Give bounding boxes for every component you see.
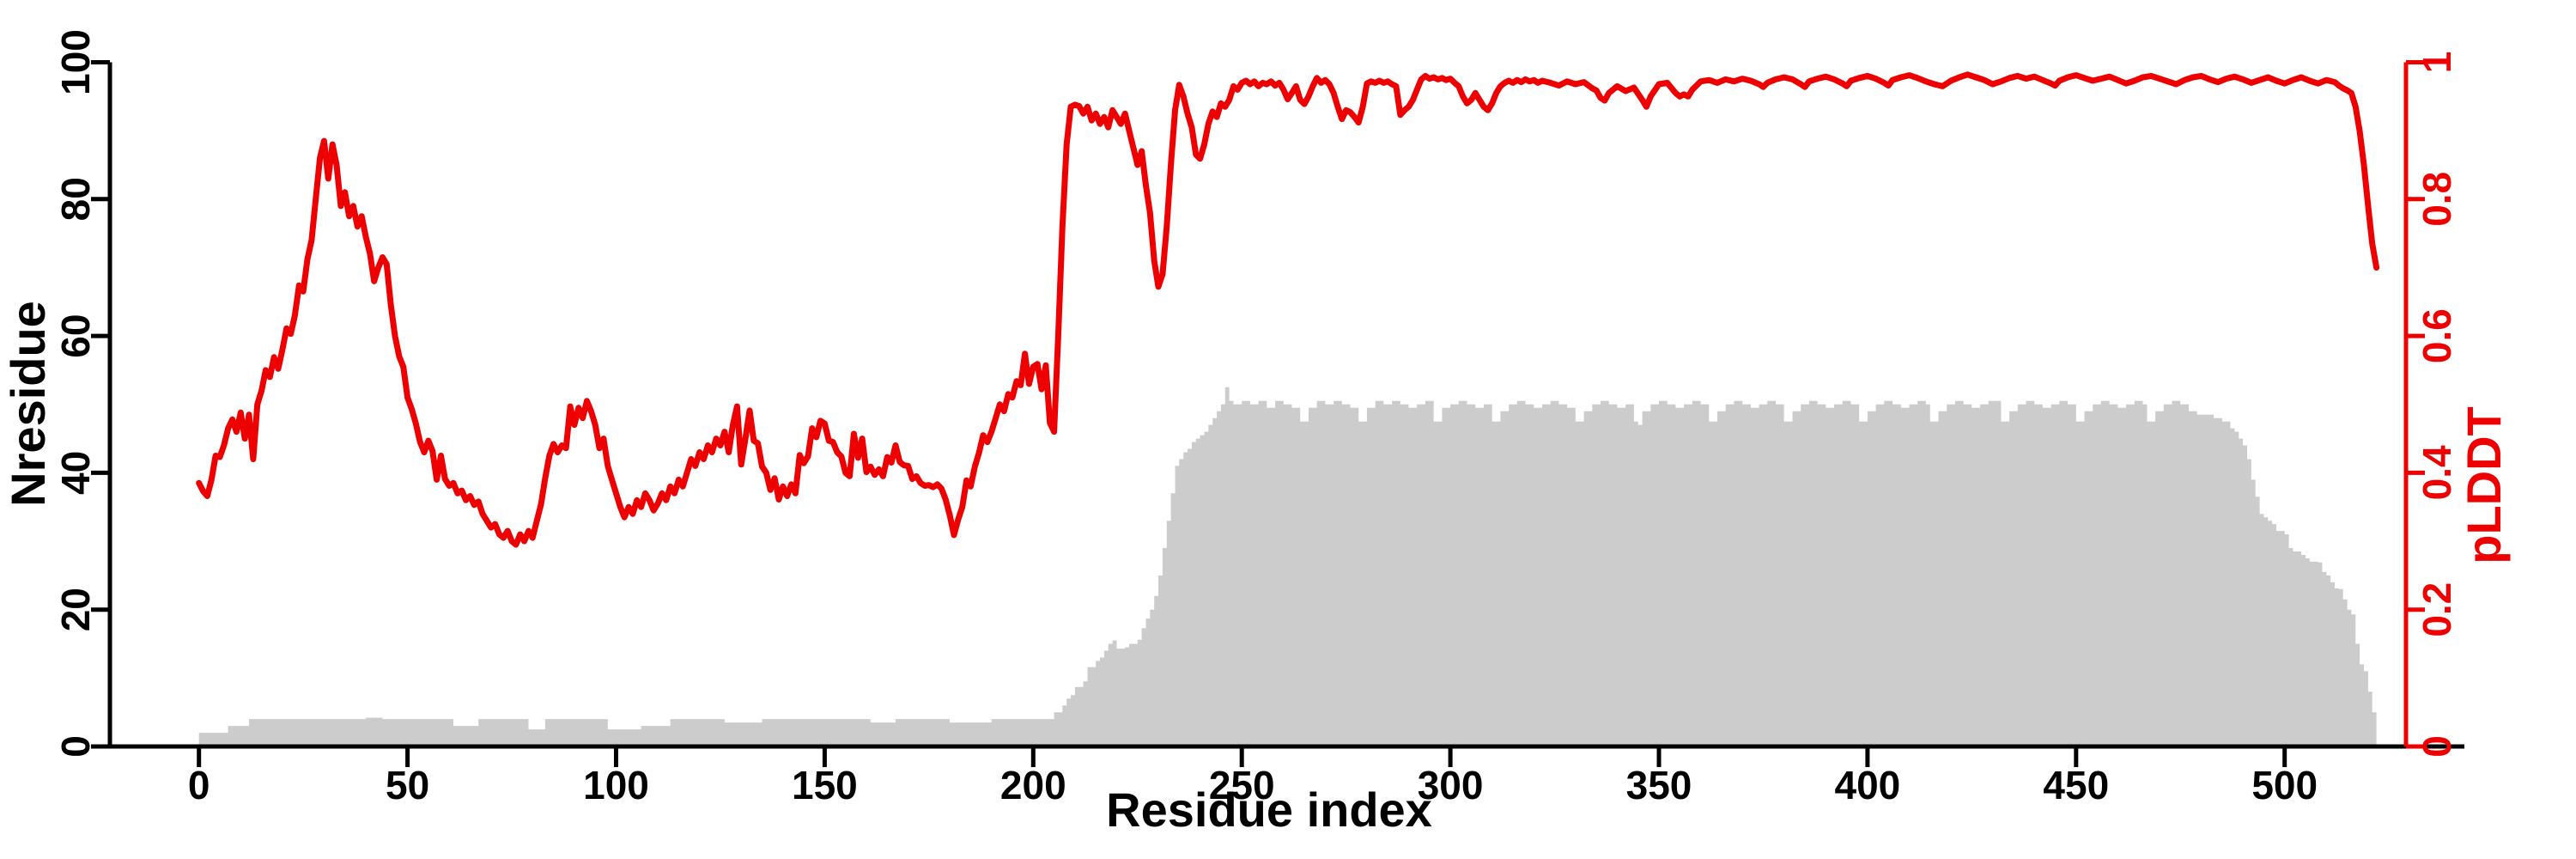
svg-text:300: 300 xyxy=(1418,763,1484,807)
svg-text:0.6: 0.6 xyxy=(2415,308,2459,363)
svg-text:0.2: 0.2 xyxy=(2415,582,2459,637)
svg-text:0.8: 0.8 xyxy=(2415,172,2459,227)
plddt-line-series xyxy=(196,71,2380,548)
svg-text:250: 250 xyxy=(1209,763,1275,807)
svg-text:0.4: 0.4 xyxy=(2415,445,2459,500)
right-axis-title: pLDDT xyxy=(2457,406,2511,564)
svg-text:0: 0 xyxy=(2415,735,2459,758)
tick-labels: 0 20 40 60 80 100 0 50 100 150 200 250 300 350 400 450 5… xyxy=(53,29,2459,807)
svg-text:50: 50 xyxy=(386,763,429,807)
svg-text:1: 1 xyxy=(2415,52,2459,74)
svg-text:20: 20 xyxy=(53,588,98,631)
svg-text:150: 150 xyxy=(792,763,858,807)
svg-text:400: 400 xyxy=(1835,763,1901,807)
svg-text:100: 100 xyxy=(53,29,98,95)
axes xyxy=(91,60,2464,767)
svg-text:450: 450 xyxy=(2043,763,2109,807)
left-axis-title: Nresidue xyxy=(1,301,55,507)
svg-text:500: 500 xyxy=(2251,763,2318,807)
svg-text:40: 40 xyxy=(53,451,98,495)
svg-text:100: 100 xyxy=(583,763,649,807)
svg-text:350: 350 xyxy=(1626,763,1692,807)
svg-text:80: 80 xyxy=(53,177,98,221)
svg-text:0: 0 xyxy=(53,735,98,758)
svg-text:200: 200 xyxy=(1000,763,1066,807)
nresidue-area-series xyxy=(198,387,2377,746)
svg-text:0: 0 xyxy=(188,763,210,807)
x-axis-title: Residue index xyxy=(1106,783,1432,837)
svg-text:60: 60 xyxy=(53,314,98,358)
